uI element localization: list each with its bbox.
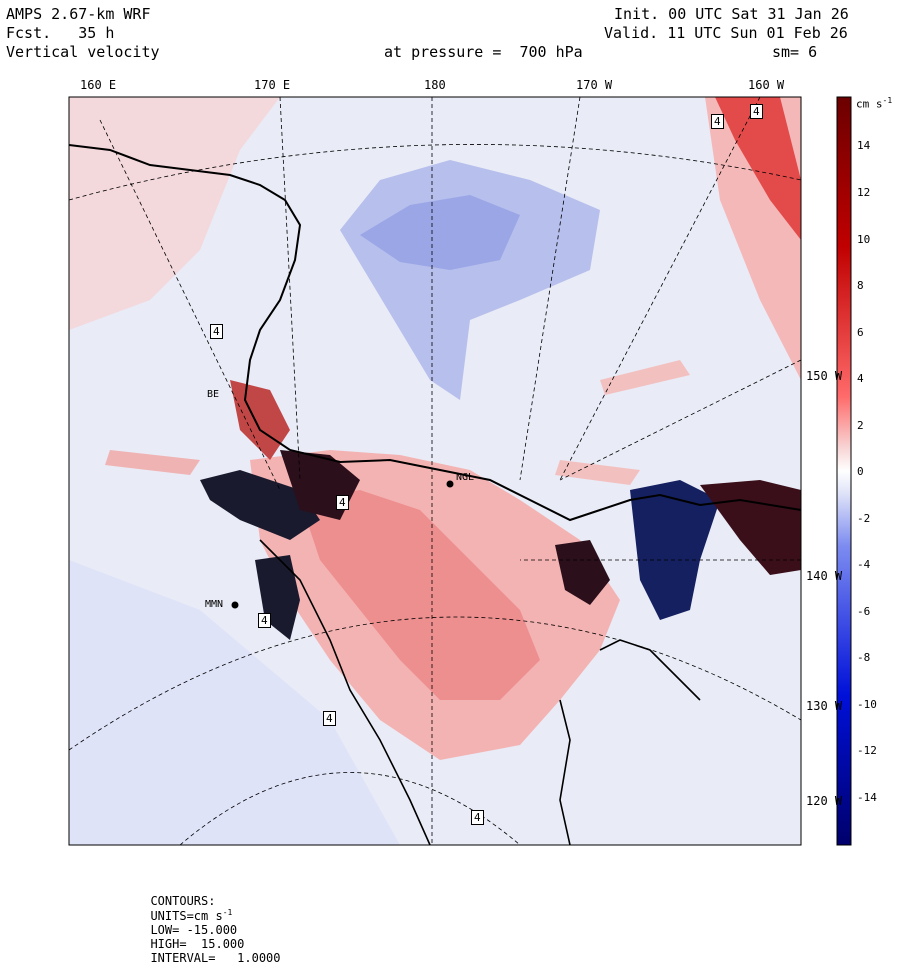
- units-label: UNITS=cm s-1: [150, 908, 233, 923]
- colorbar: [836, 96, 852, 846]
- contour-label: 4: [210, 324, 223, 339]
- grounding-line: [259, 539, 701, 845]
- storm-band-east-2: [700, 480, 801, 575]
- pressure-level: at pressure = 700 hPa: [384, 43, 583, 61]
- contour-label: 4: [471, 810, 484, 825]
- colorbar-tick: 6: [857, 326, 864, 339]
- colorbar-tick: -8: [857, 651, 871, 664]
- contour-label: 4: [336, 495, 349, 510]
- colorbar-tick: 4: [857, 372, 864, 385]
- map-canvas: [68, 96, 852, 846]
- station-be-label: BE: [207, 389, 220, 400]
- station-ngl-label: NGL: [456, 472, 475, 483]
- init-time: Init. 00 UTC Sat 31 Jan 26: [614, 5, 849, 23]
- contour-info: CONTOURS: UNITS=cm s-1 LOW= -15.000 HIGH…: [136, 880, 281, 965]
- coastline: [69, 144, 801, 522]
- colorbar-tick: 2: [857, 419, 864, 432]
- colorbar-tick: 8: [857, 279, 864, 292]
- lat-label-130w: 130 W: [806, 699, 843, 713]
- colorbar-tick: -6: [857, 605, 871, 618]
- low-label: LOW= -15.000: [150, 923, 238, 937]
- station-ngl-marker: [446, 480, 454, 488]
- lon-label-180: 180: [424, 78, 446, 92]
- contour-label: 4: [258, 613, 271, 628]
- colorbar-tick: -14: [857, 791, 877, 804]
- colorbar-tick: -2: [857, 512, 871, 525]
- positive-streak-1: [105, 450, 200, 475]
- interval-label: INTERVAL= 1.0000: [150, 951, 281, 965]
- positive-streak-2: [555, 460, 640, 485]
- lon-label-160e: 160 E: [80, 78, 117, 92]
- negative-field-lower-left: [69, 560, 400, 845]
- colorbar-tick: -4: [857, 558, 871, 571]
- graticule: [69, 97, 801, 845]
- positive-field-ice-shelf-core: [300, 490, 540, 700]
- colorbar-units: cm s-1: [856, 96, 893, 111]
- colorbar-tick: -12: [857, 744, 877, 757]
- lat-label-150w: 150 W: [806, 369, 843, 383]
- contour-label: 4: [711, 114, 724, 129]
- storm-band-central: [555, 540, 610, 605]
- field-name: Vertical velocity: [6, 43, 160, 61]
- smoothing: sm= 6: [772, 43, 818, 61]
- contour-label: 4: [323, 711, 336, 726]
- colorbar-tick: -10: [857, 698, 877, 711]
- positive-streak-3: [600, 360, 690, 395]
- contours-label: CONTOURS:: [150, 894, 216, 908]
- colorbar-tick: 0: [857, 465, 864, 478]
- positive-field-upper-right-core: [715, 97, 801, 240]
- coastal-band-west: [200, 470, 320, 540]
- contour-label: 4: [750, 104, 763, 119]
- storm-band-east: [630, 480, 720, 620]
- negative-field-ross-sea-core: [360, 195, 520, 270]
- lat-label-140w: 140 W: [806, 569, 843, 583]
- lon-label-170w: 170 W: [576, 78, 613, 92]
- plot-frame: [68, 96, 802, 846]
- station-mmn-label: MMN: [205, 599, 224, 610]
- colorbar-tick: 12: [857, 186, 871, 199]
- high-label: HIGH= 15.000: [150, 937, 245, 951]
- model-title: AMPS 2.67-km WRF: [6, 5, 151, 23]
- colorbar-tick: 14: [857, 139, 871, 152]
- lat-label-120w: 120 W: [806, 794, 843, 808]
- station-mmn-marker: [231, 601, 239, 609]
- lon-label-160w: 160 W: [748, 78, 785, 92]
- valid-time: Valid. 11 UTC Sun 01 Feb 26: [604, 24, 848, 42]
- lon-label-170e: 170 E: [254, 78, 291, 92]
- colorbar-tick: 10: [857, 233, 871, 246]
- forecast-hour: Fcst. 35 h: [6, 24, 115, 42]
